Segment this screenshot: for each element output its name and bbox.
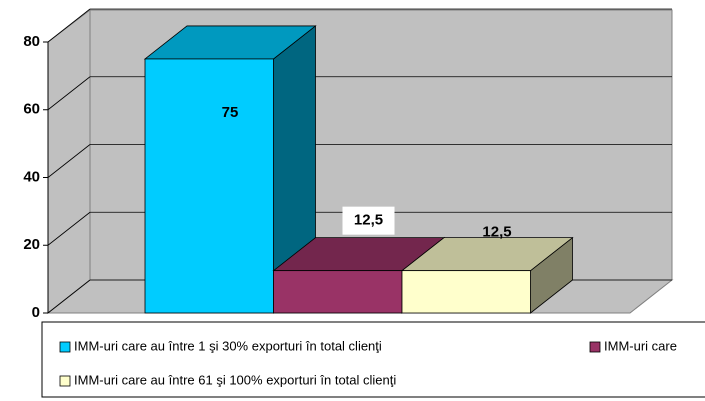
y-tick-label: 60: [23, 101, 40, 118]
legend-swatch: [59, 375, 71, 387]
grid-line: [47, 144, 91, 178]
data-label: 12,5: [354, 212, 383, 229]
grid-line: [47, 211, 91, 246]
data-label: 12,5: [482, 224, 511, 241]
grid-line: [47, 76, 91, 111]
legend-swatch: [59, 341, 71, 353]
grid-line: [47, 279, 91, 314]
legend-swatch: [589, 341, 601, 353]
bar: [144, 58, 274, 314]
bar: [273, 270, 403, 314]
bar: [401, 270, 531, 314]
legend-label: IMM-uri care: [604, 338, 677, 353]
legend-label: IMM-uri care au între 61 şi 100% exportu…: [74, 372, 396, 387]
legend-label: IMM-uri care au între 1 şi 30% exporturi…: [74, 338, 382, 353]
y-tick-label: 0: [32, 304, 40, 321]
y-tick-label: 80: [23, 33, 40, 50]
data-label-bg: [342, 206, 395, 235]
grid-line: [47, 8, 91, 43]
y-tick-label: 20: [23, 236, 40, 253]
legend: [41, 321, 705, 398]
y-tick-label: 40: [23, 168, 40, 185]
bars: [143, 25, 574, 314]
data-label: 75: [222, 104, 239, 121]
